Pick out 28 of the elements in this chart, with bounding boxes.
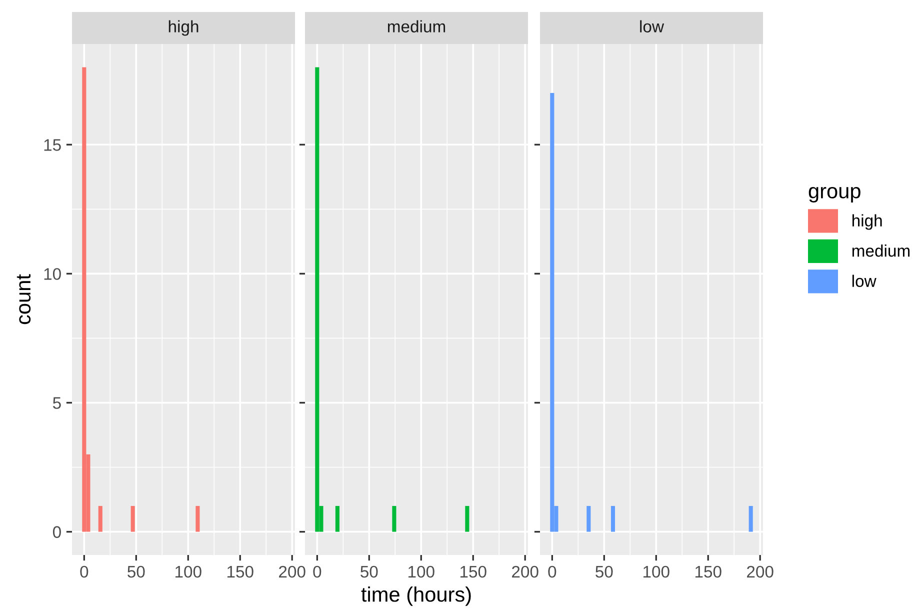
x-tick-label: 50 <box>596 566 613 578</box>
legend-label: high <box>852 214 882 230</box>
x-tick-label: 200 <box>747 566 774 578</box>
y-tick-label: 15 <box>44 139 61 151</box>
x-tick-label: 50 <box>360 566 378 578</box>
x-tick-label: 150 <box>460 566 486 578</box>
x-tick-label: 200 <box>512 566 538 578</box>
chart-title: high <box>168 20 198 36</box>
x-tick-label: 150 <box>227 566 254 578</box>
x-axis-title: time (hours) <box>361 586 471 606</box>
x-tick-label: 100 <box>408 566 434 578</box>
chart-title: medium <box>388 20 446 32</box>
x-tick-label: 200 <box>279 566 306 578</box>
legend-label: low <box>852 274 876 288</box>
legend-title: group <box>808 186 860 203</box>
legend-label: medium <box>852 244 910 257</box>
y-tick-label: 5 <box>52 397 61 409</box>
x-tick-label: 0 <box>548 566 556 578</box>
y-tick-label: 0 <box>52 526 61 538</box>
x-tick-label: 100 <box>643 566 670 578</box>
x-tick-label: 0 <box>313 566 322 578</box>
x-tick-label: 0 <box>80 566 88 578</box>
x-tick-label: 100 <box>175 566 202 578</box>
y-tick-label: 10 <box>44 268 61 280</box>
y-axis-title: count <box>16 274 31 324</box>
x-tick-label: 50 <box>128 566 145 578</box>
chart-title: low <box>640 20 664 32</box>
x-tick-label: 150 <box>695 566 722 578</box>
